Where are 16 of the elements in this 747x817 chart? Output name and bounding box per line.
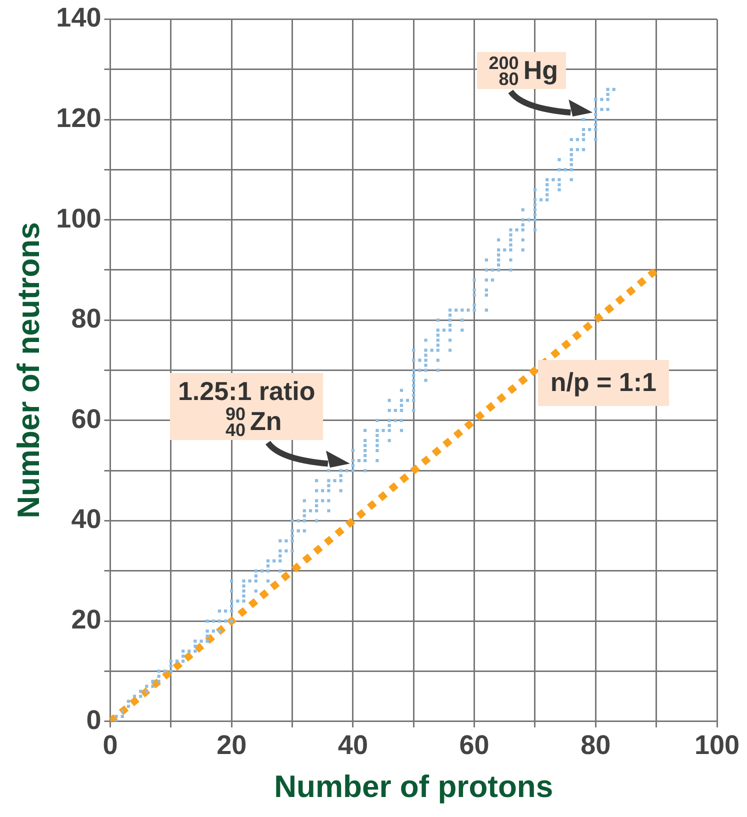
- x-tick-label: 20: [216, 730, 247, 760]
- x-tick-label: 100: [694, 730, 740, 760]
- y-tick-label: 60: [71, 404, 102, 434]
- x-tick-label: 40: [338, 730, 368, 760]
- series-label: n/p = 1:1: [538, 360, 669, 406]
- y-tick-label: 100: [56, 203, 102, 234]
- x-axis-title: Number of protons: [274, 768, 554, 804]
- x-tick-label: 60: [459, 730, 490, 760]
- y-tick-label: 120: [56, 102, 102, 133]
- y-tick-label: 140: [56, 2, 102, 33]
- y-tick-label: 80: [71, 304, 102, 334]
- x-tick-label: 80: [580, 730, 611, 760]
- y-tick-label: 20: [71, 604, 102, 635]
- y-tick-label: 0: [86, 704, 102, 735]
- y-tick-label: 40: [71, 504, 102, 534]
- y-axis-title: Number of neutrons: [11, 222, 46, 518]
